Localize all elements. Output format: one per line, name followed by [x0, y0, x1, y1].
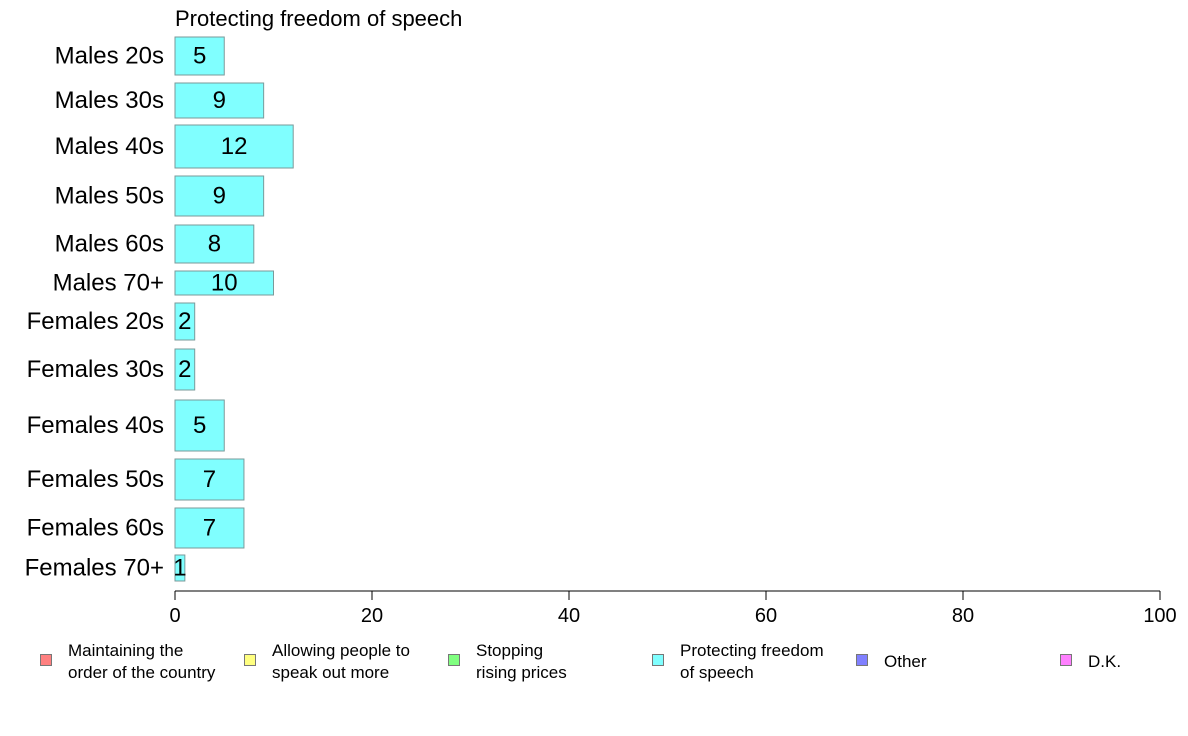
- category-label: Males 50s: [55, 183, 164, 210]
- bar-females-60s: [174, 507, 245, 549]
- x-tick-label: 0: [169, 605, 180, 627]
- x-tick-label: 20: [361, 605, 383, 627]
- x-tick-label: 40: [558, 605, 580, 627]
- legend-label: Protecting freedom of speech: [680, 641, 824, 682]
- category-label: Males 60s: [55, 231, 164, 258]
- category-label: Females 30s: [27, 356, 164, 383]
- legend-swatch: [40, 654, 52, 666]
- category-label: Males 20s: [55, 43, 164, 70]
- legend: Maintaining the order of the country Allo…: [0, 640, 1188, 700]
- x-axis: 0 20 40 60 80 100: [169, 590, 1177, 627]
- bar-males-30s: [174, 82, 265, 119]
- value-label: 8: [208, 231, 221, 258]
- x-tick-label: 80: [952, 605, 974, 627]
- legend-label: Stopping rising prices: [476, 641, 567, 682]
- legend-item: Maintaining the order of the country: [40, 640, 215, 684]
- bar-females-70-: [174, 554, 186, 582]
- value-label: 7: [203, 515, 216, 542]
- value-label: 2: [178, 356, 191, 383]
- category-label: Males 70+: [53, 270, 164, 297]
- legend-item: Other: [856, 640, 927, 673]
- value-label: 10: [211, 270, 238, 297]
- x-tick-label: 60: [755, 605, 777, 627]
- value-label: 5: [193, 412, 206, 439]
- value-label: 9: [213, 183, 226, 210]
- category-label: Females 50s: [27, 466, 164, 493]
- value-label: 1: [173, 555, 186, 582]
- legend-label: D.K.: [1088, 652, 1122, 671]
- value-label: 5: [193, 43, 206, 70]
- value-label: 12: [221, 133, 248, 160]
- bar-males-40s: [174, 124, 294, 169]
- legend-swatch: [448, 654, 460, 666]
- bar-males-70-: [174, 270, 274, 296]
- legend-label: Allowing people to speak out more: [272, 641, 410, 682]
- legend-item: Stopping rising prices: [448, 640, 567, 684]
- category-label: Males 40s: [55, 133, 164, 160]
- value-label: 9: [213, 87, 226, 114]
- bar-males-20s: [174, 36, 225, 76]
- legend-item: Protecting freedom of speech: [652, 640, 824, 684]
- value-label: 7: [203, 466, 216, 493]
- bar-females-50s: [174, 458, 245, 501]
- legend-item: Allowing people to speak out more: [244, 640, 410, 684]
- bar-females-30s: [174, 348, 196, 391]
- x-tick-label: 100: [1143, 605, 1176, 627]
- legend-label: Other: [884, 652, 927, 671]
- legend-label: Maintaining the order of the country: [68, 641, 216, 682]
- legend-item: D.K.: [1060, 640, 1121, 673]
- bar-females-40s: [174, 399, 225, 452]
- category-label: Males 30s: [55, 87, 164, 114]
- category-label: Females 40s: [27, 412, 164, 439]
- legend-swatch: [652, 654, 664, 666]
- bar-chart: Protecting freedom of speech Males 20s 5 M…: [25, 6, 1177, 627]
- category-label: Females 70+: [25, 555, 164, 582]
- chart-title: Protecting freedom of speech: [175, 6, 462, 31]
- value-label: 2: [178, 308, 191, 335]
- category-label: Females 20s: [27, 308, 164, 335]
- bar-males-60s: [174, 224, 255, 264]
- legend-swatch: [1060, 654, 1072, 666]
- bar-males-50s: [174, 175, 265, 217]
- category-label: Females 60s: [27, 515, 164, 542]
- legend-swatch: [244, 654, 256, 666]
- legend-swatch: [856, 654, 868, 666]
- bar-females-20s: [174, 302, 196, 341]
